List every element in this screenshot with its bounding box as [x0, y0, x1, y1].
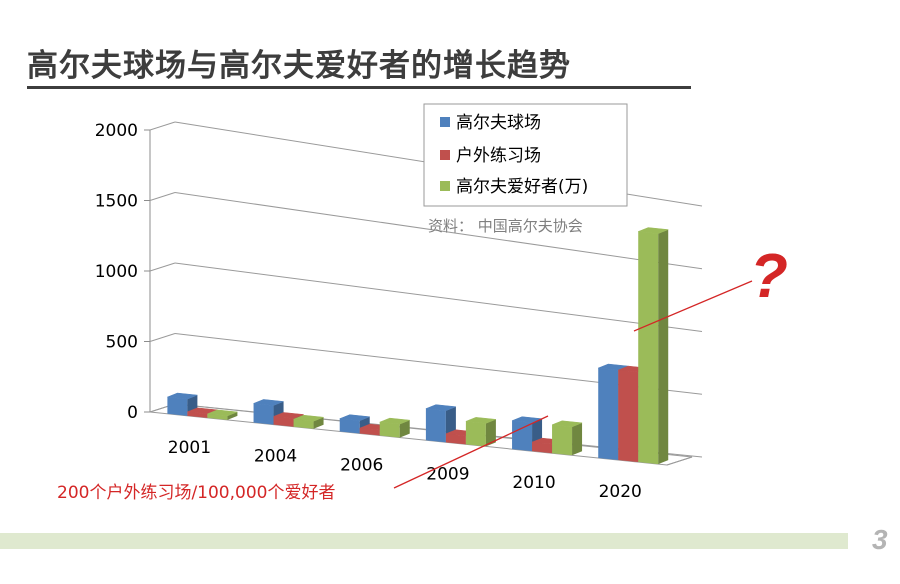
bar-side — [485, 419, 496, 447]
bar-front — [167, 397, 188, 416]
gridline — [174, 262, 703, 333]
bar-top — [293, 414, 324, 422]
y-tick-label: 0 — [127, 403, 138, 423]
bar — [253, 399, 284, 425]
bar-top — [465, 417, 496, 424]
x-tick-label: 2006 — [340, 456, 383, 476]
bar-side — [227, 411, 238, 420]
annotation-pointer-line — [393, 415, 549, 489]
page-number: 3 — [872, 524, 888, 555]
bar-front — [552, 424, 573, 456]
legend-label-golfers: 高尔夫爱好者(万) — [456, 177, 588, 197]
x-tick-label: 2020 — [599, 482, 642, 502]
y-tick-label: 2000 — [95, 121, 138, 141]
gridline-side — [149, 333, 176, 342]
y-tick-labels: 0 500 1000 1500 2000 — [95, 121, 138, 423]
bar-top — [167, 392, 198, 400]
footer-bar — [0, 533, 848, 549]
y-tick-label: 1500 — [95, 192, 138, 212]
y-tick-label: 1000 — [95, 262, 138, 282]
bar — [638, 227, 669, 465]
bar-front — [379, 422, 400, 438]
bar-front — [465, 421, 486, 447]
bar-top — [551, 420, 583, 428]
bar-front — [638, 231, 659, 465]
bar — [551, 420, 583, 456]
bar-top — [207, 409, 238, 417]
bar-side — [572, 422, 583, 456]
gridline-side — [149, 262, 176, 272]
x-tick-labels: 2001 2004 2006 2009 2010 2020 — [168, 438, 642, 502]
bar-front — [207, 413, 228, 420]
bar-top — [379, 417, 410, 425]
bar-front — [512, 420, 533, 452]
bar-layer — [167, 227, 669, 465]
bar-front — [425, 408, 446, 443]
source-note: 资料： 中国高尔夫协会 — [428, 217, 583, 235]
bar-top — [638, 227, 669, 234]
question-pointer-line — [633, 280, 753, 332]
bar-front — [618, 370, 639, 463]
x-tick-label: 2010 — [512, 473, 555, 493]
bar-front — [293, 419, 314, 429]
x-tick-label: 2009 — [426, 464, 469, 484]
x-tick-label: 2001 — [168, 438, 211, 458]
title-underline — [27, 86, 691, 89]
gridline-side — [149, 192, 176, 201]
bar-front — [532, 442, 553, 454]
y-tick-label: 500 — [106, 333, 138, 353]
bar — [293, 414, 324, 429]
bar-front — [253, 403, 274, 425]
bar-front — [445, 433, 466, 445]
bar-front — [598, 368, 619, 460]
bar-front — [187, 411, 208, 418]
gridline-side — [149, 121, 176, 131]
legend-label-ranges: 户外练习场 — [456, 146, 541, 166]
bar-front — [273, 416, 294, 427]
bar-side — [399, 420, 410, 438]
bar — [465, 417, 496, 447]
legend-swatch-ranges — [440, 150, 450, 160]
bar-side — [658, 229, 669, 465]
bar-top — [273, 412, 304, 419]
x-tick-label: 2004 — [254, 447, 297, 467]
bar-top — [425, 404, 456, 411]
legend-box — [423, 103, 628, 207]
slide-title: 高尔夫球场与高尔夫爱好者的增长趋势 — [27, 48, 571, 84]
bar-top — [339, 414, 370, 421]
annotation-text: 200个户外练习场/100,000个爱好者 — [57, 483, 335, 503]
gridline — [174, 192, 703, 270]
bar — [379, 417, 410, 438]
legend-swatch-courses — [440, 117, 450, 127]
legend: 高尔夫球场 户外练习场 高尔夫爱好者(万) — [423, 103, 628, 207]
bar-front — [359, 428, 380, 436]
legend-swatch-golfers — [440, 181, 450, 191]
bar-top — [253, 399, 284, 406]
floor-edge — [666, 456, 693, 466]
bar-side — [313, 417, 324, 429]
question-mark: ? — [750, 242, 788, 311]
bar-front — [339, 418, 360, 434]
legend-label-courses: 高尔夫球场 — [456, 113, 541, 133]
bar — [207, 409, 238, 420]
